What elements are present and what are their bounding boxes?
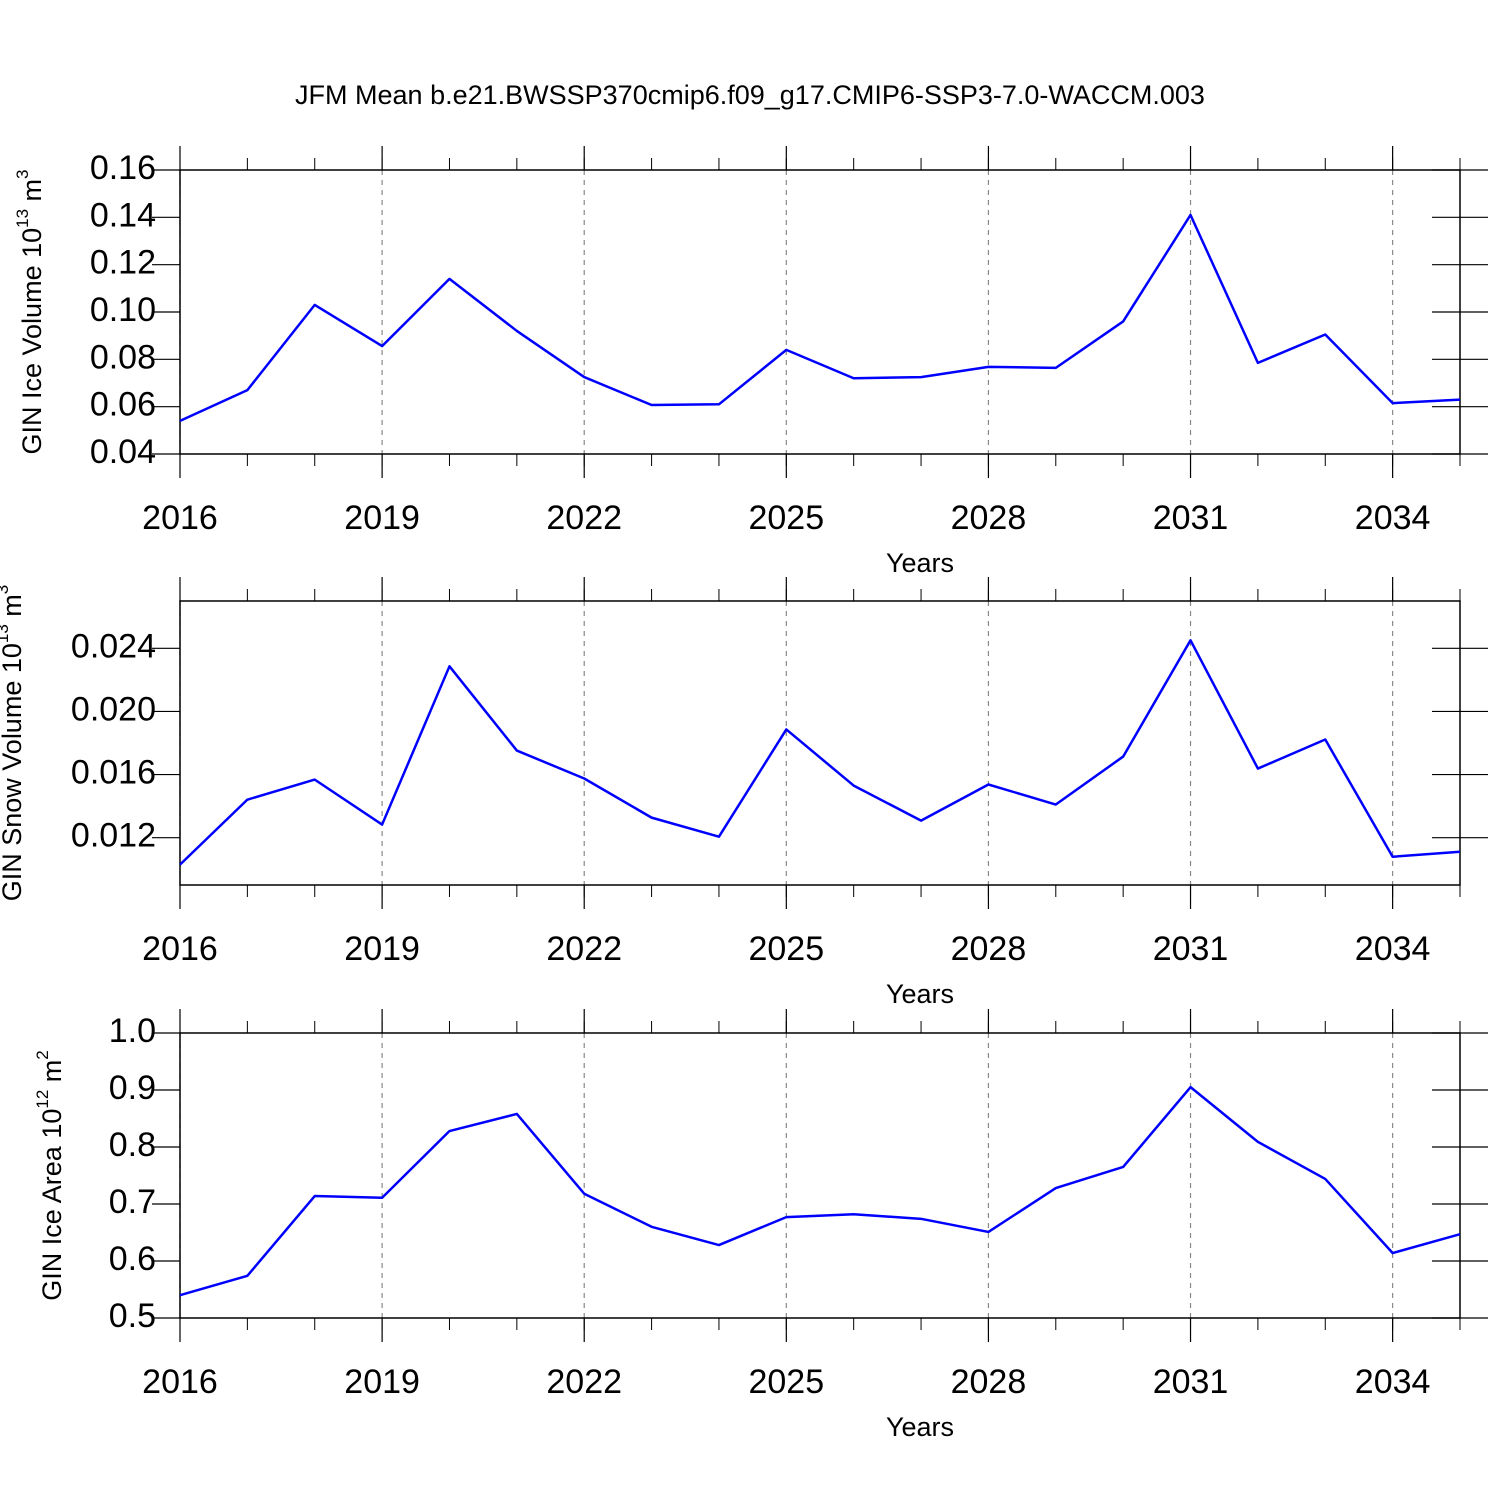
- y-tick-label: 0.04: [90, 433, 156, 471]
- y-tick-label: 0.10: [90, 291, 156, 329]
- x-axis-label: Years: [886, 1412, 954, 1442]
- y-axis-label-part: 3: [13, 169, 32, 178]
- x-tick-label: 2028: [951, 1363, 1027, 1401]
- chart-title: JFM Mean b.e21.BWSSP370cmip6.f09_g17.CMI…: [295, 80, 1205, 110]
- y-tick-label: 0.08: [90, 338, 156, 376]
- y-axis-label-part: 13: [13, 209, 32, 228]
- plot-frame: [179, 169, 1461, 455]
- y-axis-label: GIN Snow Volume 1013 m3: [0, 585, 27, 902]
- y-tick-label: 0.020: [71, 690, 156, 728]
- x-tick-label: 2025: [748, 499, 824, 537]
- x-tick-label: 2031: [1153, 1363, 1229, 1401]
- x-tick-label: 2022: [546, 1363, 622, 1401]
- y-tick-label: 0.7: [109, 1183, 156, 1221]
- y-tick-label: 0.14: [90, 196, 156, 234]
- y-tick-label: 0.5: [109, 1297, 156, 1335]
- plot-frame: [179, 1032, 1461, 1319]
- y-axis-label: GIN Ice Area 1012 m2: [33, 1050, 67, 1301]
- y-tick-label: 0.6: [109, 1240, 156, 1278]
- x-tick-label: 2025: [748, 930, 824, 968]
- y-axis-label-part: GIN Ice Area 10: [37, 1109, 67, 1301]
- y-tick-label: 0.016: [71, 754, 156, 792]
- x-tick-label: 2028: [951, 499, 1027, 537]
- plot-frame: [179, 600, 1461, 886]
- y-tick-label: 0.012: [71, 817, 156, 855]
- x-tick-label: 2034: [1355, 1363, 1431, 1401]
- x-axis-label: Years: [886, 548, 954, 578]
- y-axis-label: GIN Ice Volume 1013 m3: [13, 169, 47, 454]
- y-tick-label: 0.8: [109, 1126, 156, 1164]
- y-axis-label-part: m: [17, 179, 47, 209]
- y-axis-label-part: GIN Snow Volume 10: [0, 643, 27, 901]
- data-line: [179, 213, 1461, 423]
- x-tick-label: 2034: [1355, 499, 1431, 537]
- y-axis-label-part: m: [0, 594, 27, 624]
- y-tick-label: 0.12: [90, 244, 156, 282]
- x-tick-label: 2031: [1153, 930, 1229, 968]
- data-line: [179, 639, 1461, 866]
- y-axis-label-part: 3: [0, 585, 12, 594]
- y-tick-label: 0.16: [90, 149, 156, 187]
- y-axis-label-part: 2: [33, 1050, 52, 1059]
- x-tick-label: 2022: [546, 930, 622, 968]
- data-line: [179, 1085, 1461, 1297]
- x-tick-label: 2019: [344, 930, 420, 968]
- y-axis-label-part: 13: [0, 624, 12, 643]
- x-tick-label: 2034: [1355, 930, 1431, 968]
- x-tick-label: 2031: [1153, 499, 1229, 537]
- y-axis-label-part: GIN Ice Volume 10: [17, 228, 47, 455]
- y-tick-label: 0.9: [109, 1069, 156, 1107]
- x-tick-label: 2028: [951, 930, 1027, 968]
- x-tick-label: 2019: [344, 499, 420, 537]
- x-tick-label: 2022: [546, 499, 622, 537]
- x-axis-label: Years: [886, 979, 954, 1009]
- x-tick-label: 2025: [748, 1363, 824, 1401]
- x-tick-label: 2016: [142, 930, 218, 968]
- x-tick-label: 2016: [142, 499, 218, 537]
- y-axis-label-part: 12: [33, 1090, 52, 1109]
- y-tick-label: 0.06: [90, 386, 156, 424]
- x-tick-label: 2019: [344, 1363, 420, 1401]
- y-tick-label: 1.0: [109, 1012, 156, 1050]
- x-tick-label: 2016: [142, 1363, 218, 1401]
- y-tick-label: 0.024: [71, 627, 156, 665]
- y-axis-label-part: m: [37, 1060, 67, 1090]
